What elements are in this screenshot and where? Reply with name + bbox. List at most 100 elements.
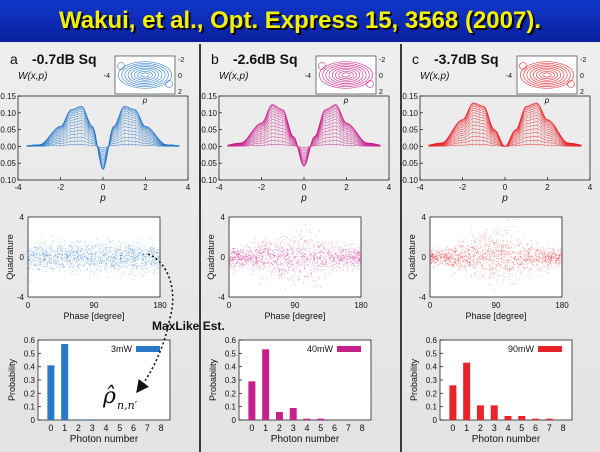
quadrature-point bbox=[304, 224, 306, 226]
quadrature-point bbox=[536, 260, 538, 262]
quadrature-point bbox=[157, 264, 159, 265]
quadrature-point bbox=[356, 255, 358, 257]
quadrature-point bbox=[105, 248, 107, 250]
quadrature-point bbox=[147, 255, 149, 257]
quadrature-point bbox=[102, 254, 104, 256]
quadrature-point bbox=[345, 257, 347, 259]
quadrature-point bbox=[255, 261, 257, 262]
quadrature-point bbox=[430, 252, 432, 254]
quadrature-point bbox=[143, 275, 145, 277]
quadrature-point bbox=[128, 244, 130, 246]
quadrature-point bbox=[265, 243, 267, 245]
quadrature-point bbox=[111, 258, 113, 260]
quadrature-point bbox=[355, 262, 357, 264]
quadrature-point bbox=[311, 274, 312, 276]
quadrature-point bbox=[66, 254, 68, 256]
quadrature-point bbox=[133, 267, 135, 269]
quadrature-point bbox=[316, 262, 318, 264]
quadrature-point bbox=[29, 259, 31, 261]
quadrature-point bbox=[140, 244, 142, 246]
quadrature-point bbox=[341, 259, 343, 261]
quadrature-point bbox=[99, 256, 100, 258]
panel-letter: c bbox=[412, 51, 419, 67]
quadrature-point bbox=[458, 258, 460, 259]
wigner-series bbox=[227, 104, 381, 167]
quadrature-point bbox=[498, 267, 500, 269]
quadrature-point bbox=[31, 251, 33, 253]
quadrature-point bbox=[113, 261, 115, 263]
quadrature-point bbox=[251, 258, 252, 260]
quadrature-point bbox=[290, 248, 292, 250]
quadrature-point bbox=[264, 245, 266, 247]
quadrature-point bbox=[528, 253, 530, 255]
quadrature-point bbox=[129, 263, 131, 265]
quadrature-point bbox=[145, 264, 147, 266]
quadrature-point bbox=[536, 264, 538, 266]
quadrature-point bbox=[271, 250, 273, 252]
quadrature-point bbox=[354, 258, 356, 259]
quadrature-point bbox=[485, 232, 487, 234]
quadrature-point bbox=[109, 241, 111, 243]
quadrature-point bbox=[512, 252, 514, 254]
quadrature-point bbox=[538, 260, 540, 262]
quadrature-point bbox=[321, 262, 323, 264]
quadrature-point bbox=[130, 265, 132, 267]
quadrature-point bbox=[279, 273, 281, 275]
quadrature-point bbox=[240, 255, 242, 257]
quadrature-point bbox=[38, 249, 39, 250]
quadrature-point bbox=[44, 258, 46, 260]
quadrature-point bbox=[73, 261, 75, 263]
photon-bar bbox=[518, 416, 526, 420]
quadrature-point bbox=[487, 259, 488, 261]
quadrature-point bbox=[258, 246, 260, 248]
quadrature-point bbox=[61, 258, 63, 260]
quadrature-point bbox=[34, 257, 36, 259]
quadrature-point bbox=[550, 257, 552, 259]
quadrature-point bbox=[304, 239, 306, 241]
quadrature-point bbox=[239, 263, 241, 265]
quadrature-point bbox=[151, 252, 153, 254]
quadrature-point bbox=[244, 255, 246, 257]
quadrature-point bbox=[522, 256, 524, 258]
quadrature-point bbox=[260, 282, 262, 284]
quadrature-point bbox=[337, 263, 339, 264]
quadrature-point bbox=[430, 250, 432, 252]
quadrature-point bbox=[277, 251, 279, 252]
photon-xtick-label: 7 bbox=[346, 423, 351, 433]
quadrature-point bbox=[147, 261, 149, 263]
quadrature-point bbox=[286, 237, 288, 238]
quadrature-point bbox=[346, 264, 348, 266]
quadrature-point bbox=[514, 256, 516, 257]
quadrature-point bbox=[231, 264, 233, 266]
quadrature-point bbox=[153, 272, 155, 274]
quadrature-point bbox=[551, 258, 553, 260]
quadrature-point bbox=[560, 257, 562, 259]
quadrature-point bbox=[252, 264, 254, 266]
quadrature-point bbox=[66, 256, 68, 258]
quadrature-point bbox=[278, 248, 280, 250]
quadrature-point bbox=[456, 253, 457, 255]
quadrature-point bbox=[130, 253, 132, 255]
quadrature-point bbox=[282, 246, 284, 248]
quadrature-point bbox=[434, 256, 436, 258]
quadrature-point bbox=[460, 258, 462, 260]
quadrature-point bbox=[358, 262, 360, 264]
quadrature-point bbox=[124, 266, 126, 268]
quadrature-point bbox=[436, 250, 437, 252]
quadrature-point bbox=[299, 251, 300, 253]
quadrature-point bbox=[498, 270, 500, 272]
quadrature-point bbox=[450, 255, 452, 257]
quadrature-point bbox=[432, 259, 434, 261]
quadrature-point bbox=[28, 256, 30, 258]
quadrature-point bbox=[53, 268, 54, 270]
quadrature-point bbox=[343, 264, 345, 266]
quadrature-point bbox=[133, 256, 135, 258]
quadrature-point bbox=[505, 246, 507, 248]
quadrature-point bbox=[102, 254, 104, 256]
quadrature-point bbox=[100, 254, 102, 256]
photon-ytick-label: 0.5 bbox=[426, 349, 438, 358]
quadrature-point bbox=[334, 253, 335, 255]
quadrature-point bbox=[64, 253, 66, 255]
quadrature-point bbox=[106, 258, 108, 260]
quadrature-point bbox=[123, 255, 125, 257]
